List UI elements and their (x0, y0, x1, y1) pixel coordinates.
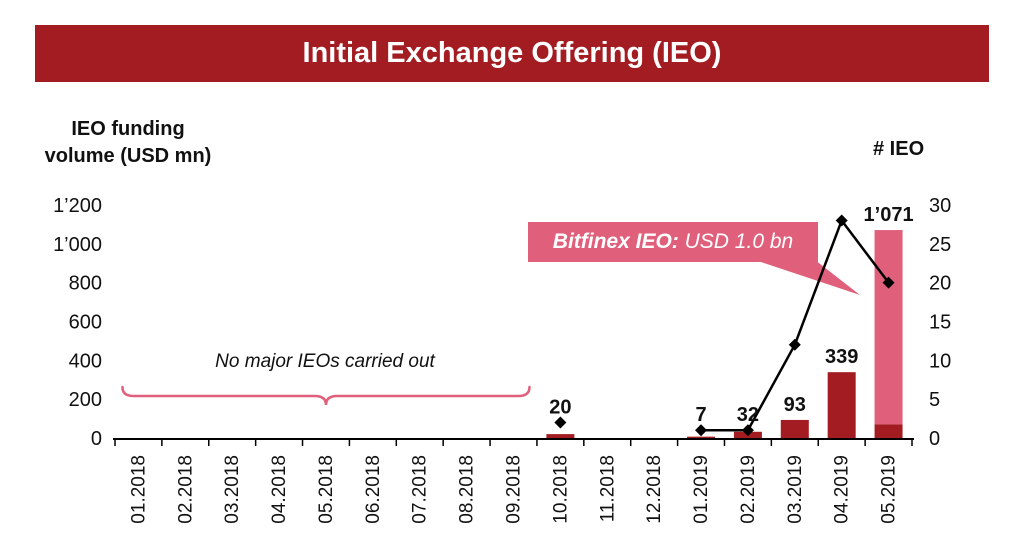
diamond-marker-10.2018 (554, 416, 567, 429)
bar-label-01.2019: 7 (695, 404, 706, 426)
bar-04.2019 (827, 372, 856, 438)
right-axis-title: # IEO (873, 138, 925, 160)
x-tick-label-01.2019: 01.2019 (691, 455, 712, 524)
right-axis-tick-10: 10 (929, 350, 951, 372)
right-axis-tick-15: 15 (929, 312, 951, 334)
title-banner: Initial Exchange Offering (IEO) (35, 25, 989, 82)
x-tick-label-04.2018: 04.2018 (269, 455, 290, 524)
x-tick-label-06.2018: 06.2018 (363, 455, 384, 524)
x-tick-label-01.2018: 01.2018 (128, 455, 149, 524)
bar-05.2019 (874, 424, 903, 438)
stacked-bar-05.2019 (874, 230, 903, 425)
x-tick-label-03.2018: 03.2018 (222, 455, 243, 524)
x-tick-label-10.2018: 10.2018 (550, 455, 571, 524)
left-axis-tick-1000: 1’000 (53, 234, 102, 256)
left-axis-tick-1200: 1’200 (53, 195, 102, 217)
no-ieo-annotation: No major IEOs carried out (215, 351, 435, 372)
left-axis-title: IEO funding volume (USD mn) (30, 116, 226, 170)
line-segment (746, 344, 796, 431)
right-axis-tick-20: 20 (929, 273, 951, 295)
callout-pointer (755, 260, 860, 295)
right-axis-tick-25: 25 (929, 234, 951, 256)
left-axis-title-line2: volume (USD mn) (44, 145, 212, 167)
x-tick-label-08.2018: 08.2018 (457, 455, 478, 524)
x-tick-label-12.2018: 12.2018 (644, 455, 665, 524)
line-segment (840, 219, 890, 284)
bar-label-05.2019: 1’071 (864, 204, 914, 226)
diamond-marker-05.2019 (882, 276, 895, 289)
x-tick-label-02.2019: 02.2019 (738, 455, 759, 524)
bar-label-03.2019: 93 (784, 394, 806, 416)
bar-label-04.2019: 339 (825, 346, 858, 368)
x-tick-label-03.2019: 03.2019 (785, 455, 806, 524)
diamond-marker-01.2019 (695, 424, 708, 437)
diamond-marker-04.2019 (835, 214, 848, 227)
bar-10.2018 (546, 434, 575, 438)
x-tick-label-07.2018: 07.2018 (410, 455, 431, 524)
bar-label-02.2019: 32 (737, 404, 759, 426)
callout-bold-text: Bitfinex IEO: (552, 230, 679, 253)
callout-rest-text: USD 1.0 bn (678, 230, 794, 253)
brace-annotation (121, 385, 531, 406)
diamond-marker-03.2019 (788, 338, 801, 351)
right-axis-tick-30: 30 (929, 195, 951, 217)
left-axis-tick-800: 800 (69, 273, 102, 295)
x-tick-label-09.2018: 09.2018 (504, 455, 525, 524)
left-axis-title-line1: IEO funding (71, 118, 185, 140)
bitfinex-callout: Bitfinex IEO: USD 1.0 bn (528, 222, 818, 262)
left-axis-tick-200: 200 (69, 389, 102, 411)
x-tick-label-02.2018: 02.2018 (175, 455, 196, 524)
left-axis-tick-0: 0 (91, 428, 102, 450)
line-segment (793, 220, 843, 346)
bar-01.2019 (687, 436, 716, 438)
bar-03.2019 (780, 419, 809, 438)
x-tick-label-11.2018: 11.2018 (597, 455, 618, 522)
diamond-marker-02.2019 (741, 424, 754, 437)
x-tick-label-04.2019: 04.2019 (832, 455, 853, 524)
left-axis-tick-400: 400 (69, 350, 102, 372)
x-tick-label-05.2018: 05.2018 (316, 455, 337, 524)
bar-label-10.2018: 20 (549, 396, 571, 418)
right-axis-tick-5: 5 (929, 389, 940, 411)
x-tick-label-05.2019: 05.2019 (879, 455, 900, 524)
right-axis-tick-0: 0 (929, 428, 940, 450)
left-axis-tick-600: 600 (69, 312, 102, 334)
page-title: Initial Exchange Offering (IEO) (302, 37, 722, 69)
